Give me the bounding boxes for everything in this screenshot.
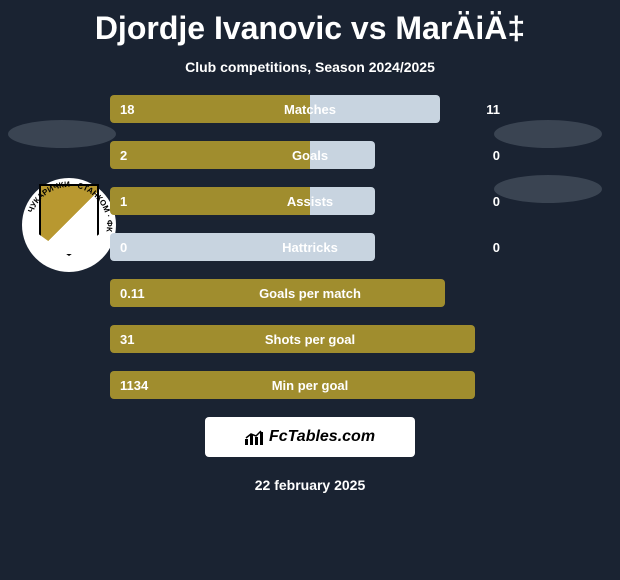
stat-row: 1811Matches [110, 95, 510, 123]
stat-label: Goals per match [110, 279, 510, 307]
date-label: 22 february 2025 [0, 457, 620, 493]
branding-banner: FcTables.com [205, 417, 415, 457]
page-title: Djordje Ivanovic vs MarÄiÄ‡ [0, 0, 620, 47]
stat-label: Min per goal [110, 371, 510, 399]
stat-label: Assists [110, 187, 510, 215]
stat-row: 20Goals [110, 141, 510, 169]
stat-row: 31Shots per goal [110, 325, 510, 353]
stat-row: 1134Min per goal [110, 371, 510, 399]
stats-chart: 1811Matches 20Goals 10Assists 00Hattricks 0.… [0, 95, 620, 399]
stat-row: 10Assists [110, 187, 510, 215]
stat-label: Shots per goal [110, 325, 510, 353]
branding-text: FcTables.com [269, 428, 375, 446]
stat-label: Hattricks [110, 233, 510, 261]
stat-label: Matches [110, 95, 510, 123]
stat-row: 00Hattricks [110, 233, 510, 261]
stat-row: 0.11Goals per match [110, 279, 510, 307]
page-subtitle: Club competitions, Season 2024/2025 [0, 47, 620, 95]
chart-icon [245, 429, 265, 445]
stat-label: Goals [110, 141, 510, 169]
